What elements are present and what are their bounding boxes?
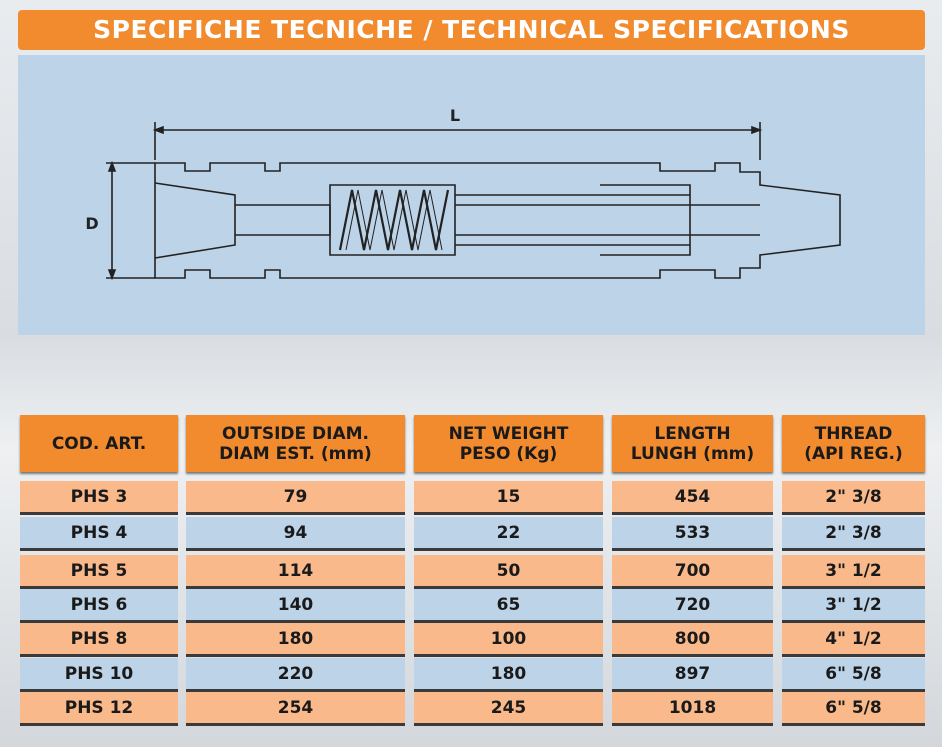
table-cell: 454 [612,481,773,512]
table-cell: 254 [186,692,405,723]
table-cell: 720 [612,589,773,620]
table-cell: 65 [414,589,603,620]
header-cell: THREAD (API REG.) [782,415,925,472]
table-cell: 94 [186,517,405,548]
header-cell: COD. ART. [20,415,178,472]
diameter-label: D [85,214,98,233]
diagram-panel: L D [18,55,925,335]
tool-drawing: L D [85,106,841,281]
table-cell: 22 [414,517,603,548]
table-cell: 1018 [612,692,773,723]
header-text: LENGTH [654,423,731,444]
table-cell: PHS 3 [20,481,178,512]
table-cell: 140 [186,589,405,620]
header-cell: NET WEIGHT PESO (Kg) [414,415,603,472]
table-cell: PHS 4 [20,517,178,548]
table-cell: PHS 10 [20,658,178,689]
table-cell: 4" 1/2 [782,623,925,654]
table-cell: 897 [612,658,773,689]
table-cell: 6" 5/8 [782,658,925,689]
header-text: LUNGH (mm) [630,443,755,464]
table-cell: 533 [612,517,773,548]
table-cell: 79 [186,481,405,512]
table-cell: 3" 1/2 [782,555,925,586]
table-cell: 3" 1/2 [782,589,925,620]
table-cell: PHS 6 [20,589,178,620]
table-cell: 220 [186,658,405,689]
table-cell: 180 [414,658,603,689]
header-text: COD. ART. [51,433,147,454]
table-cell: 180 [186,623,405,654]
table-cell: PHS 12 [20,692,178,723]
header-text: (API REG.) [804,443,903,464]
header-text: PESO (Kg) [459,443,558,464]
table-cell: 2" 3/8 [782,517,925,548]
length-label: L [450,106,460,125]
header-cell: LENGTH LUNGH (mm) [612,415,773,472]
header-text: THREAD [814,423,893,444]
table-cell: 100 [414,623,603,654]
header-text: NET WEIGHT [448,423,569,444]
header-text: OUTSIDE DIAM. [221,423,370,444]
table-cell: 2" 3/8 [782,481,925,512]
table-cell: 114 [186,555,405,586]
table-cell: PHS 8 [20,623,178,654]
table-cell: PHS 5 [20,555,178,586]
header-title: SPECIFICHE TECNICHE / TECHNICAL SPECIFIC… [18,10,925,50]
table-cell: 245 [414,692,603,723]
header-text: DIAM EST. (mm) [219,443,372,464]
table-cell: 700 [612,555,773,586]
table-cell: 800 [612,623,773,654]
table-cell: 6" 5/8 [782,692,925,723]
table-cell: 50 [414,555,603,586]
header-cell: OUTSIDE DIAM. DIAM EST. (mm) [186,415,405,472]
table-cell: 15 [414,481,603,512]
